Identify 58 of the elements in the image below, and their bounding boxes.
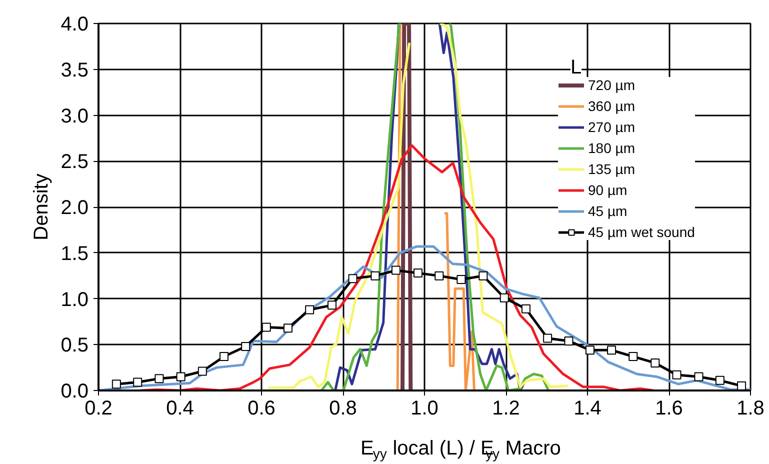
y-tick-label: 1.0 bbox=[60, 288, 89, 311]
y-tick-label: 3.5 bbox=[60, 59, 89, 82]
point bbox=[262, 322, 271, 332]
point bbox=[348, 274, 358, 284]
point bbox=[198, 366, 207, 376]
legend-label: 270 µm bbox=[588, 119, 635, 135]
point bbox=[650, 358, 660, 368]
point bbox=[241, 342, 250, 351]
y-axis-title: Density bbox=[30, 174, 53, 240]
point bbox=[133, 378, 142, 387]
x-tick-label: 1.4 bbox=[574, 398, 602, 420]
x-tick-label: 0.4 bbox=[166, 398, 194, 420]
legend-label: 90 µm bbox=[588, 182, 628, 198]
y-tick-label: 1.5 bbox=[60, 242, 89, 265]
legend-label: 720 µm bbox=[588, 77, 635, 93]
point bbox=[327, 300, 336, 310]
legend-label: 135 µm bbox=[588, 161, 635, 177]
point bbox=[672, 370, 682, 380]
y-tick-label: 4.0 bbox=[60, 14, 89, 36]
point bbox=[628, 352, 638, 362]
x-tick-label: 0.2 bbox=[84, 398, 112, 420]
point bbox=[413, 268, 422, 278]
y-tick-label: 2.5 bbox=[60, 151, 89, 174]
y-tick-label: 0.5 bbox=[60, 334, 89, 357]
x-tick-label: 1.8 bbox=[736, 398, 764, 420]
x-tick-label: 1.2 bbox=[492, 398, 520, 420]
point bbox=[737, 381, 746, 390]
point bbox=[694, 372, 704, 382]
legend-label: 180 µm bbox=[588, 140, 635, 156]
x-tick-label: 1.6 bbox=[655, 398, 683, 420]
y-tick-label: 3.0 bbox=[60, 105, 89, 128]
point bbox=[521, 304, 530, 314]
x-tick-label: 0.8 bbox=[329, 398, 357, 420]
point bbox=[456, 274, 466, 284]
point bbox=[391, 266, 400, 275]
line-series bbox=[138, 144, 655, 390]
point bbox=[283, 324, 292, 333]
annotation: L bbox=[570, 56, 582, 78]
point bbox=[176, 372, 186, 382]
point bbox=[564, 336, 574, 346]
x-tick-label: 1.0 bbox=[410, 398, 438, 420]
point bbox=[607, 346, 616, 355]
legend-label: 360 µm bbox=[588, 98, 635, 114]
point bbox=[478, 271, 488, 280]
point bbox=[305, 305, 314, 314]
y-tick-label: 2.0 bbox=[60, 197, 89, 219]
x-tick-label: 0.6 bbox=[248, 398, 276, 420]
point bbox=[500, 293, 509, 302]
legend-label: 45 µm bbox=[588, 203, 628, 219]
point bbox=[715, 376, 724, 385]
point bbox=[434, 271, 444, 280]
point bbox=[220, 352, 229, 362]
point bbox=[543, 334, 552, 343]
point bbox=[585, 346, 594, 355]
legend-label: 45 µm wet sound bbox=[588, 224, 695, 240]
point bbox=[370, 271, 380, 280]
point bbox=[112, 380, 121, 389]
point bbox=[154, 374, 164, 384]
